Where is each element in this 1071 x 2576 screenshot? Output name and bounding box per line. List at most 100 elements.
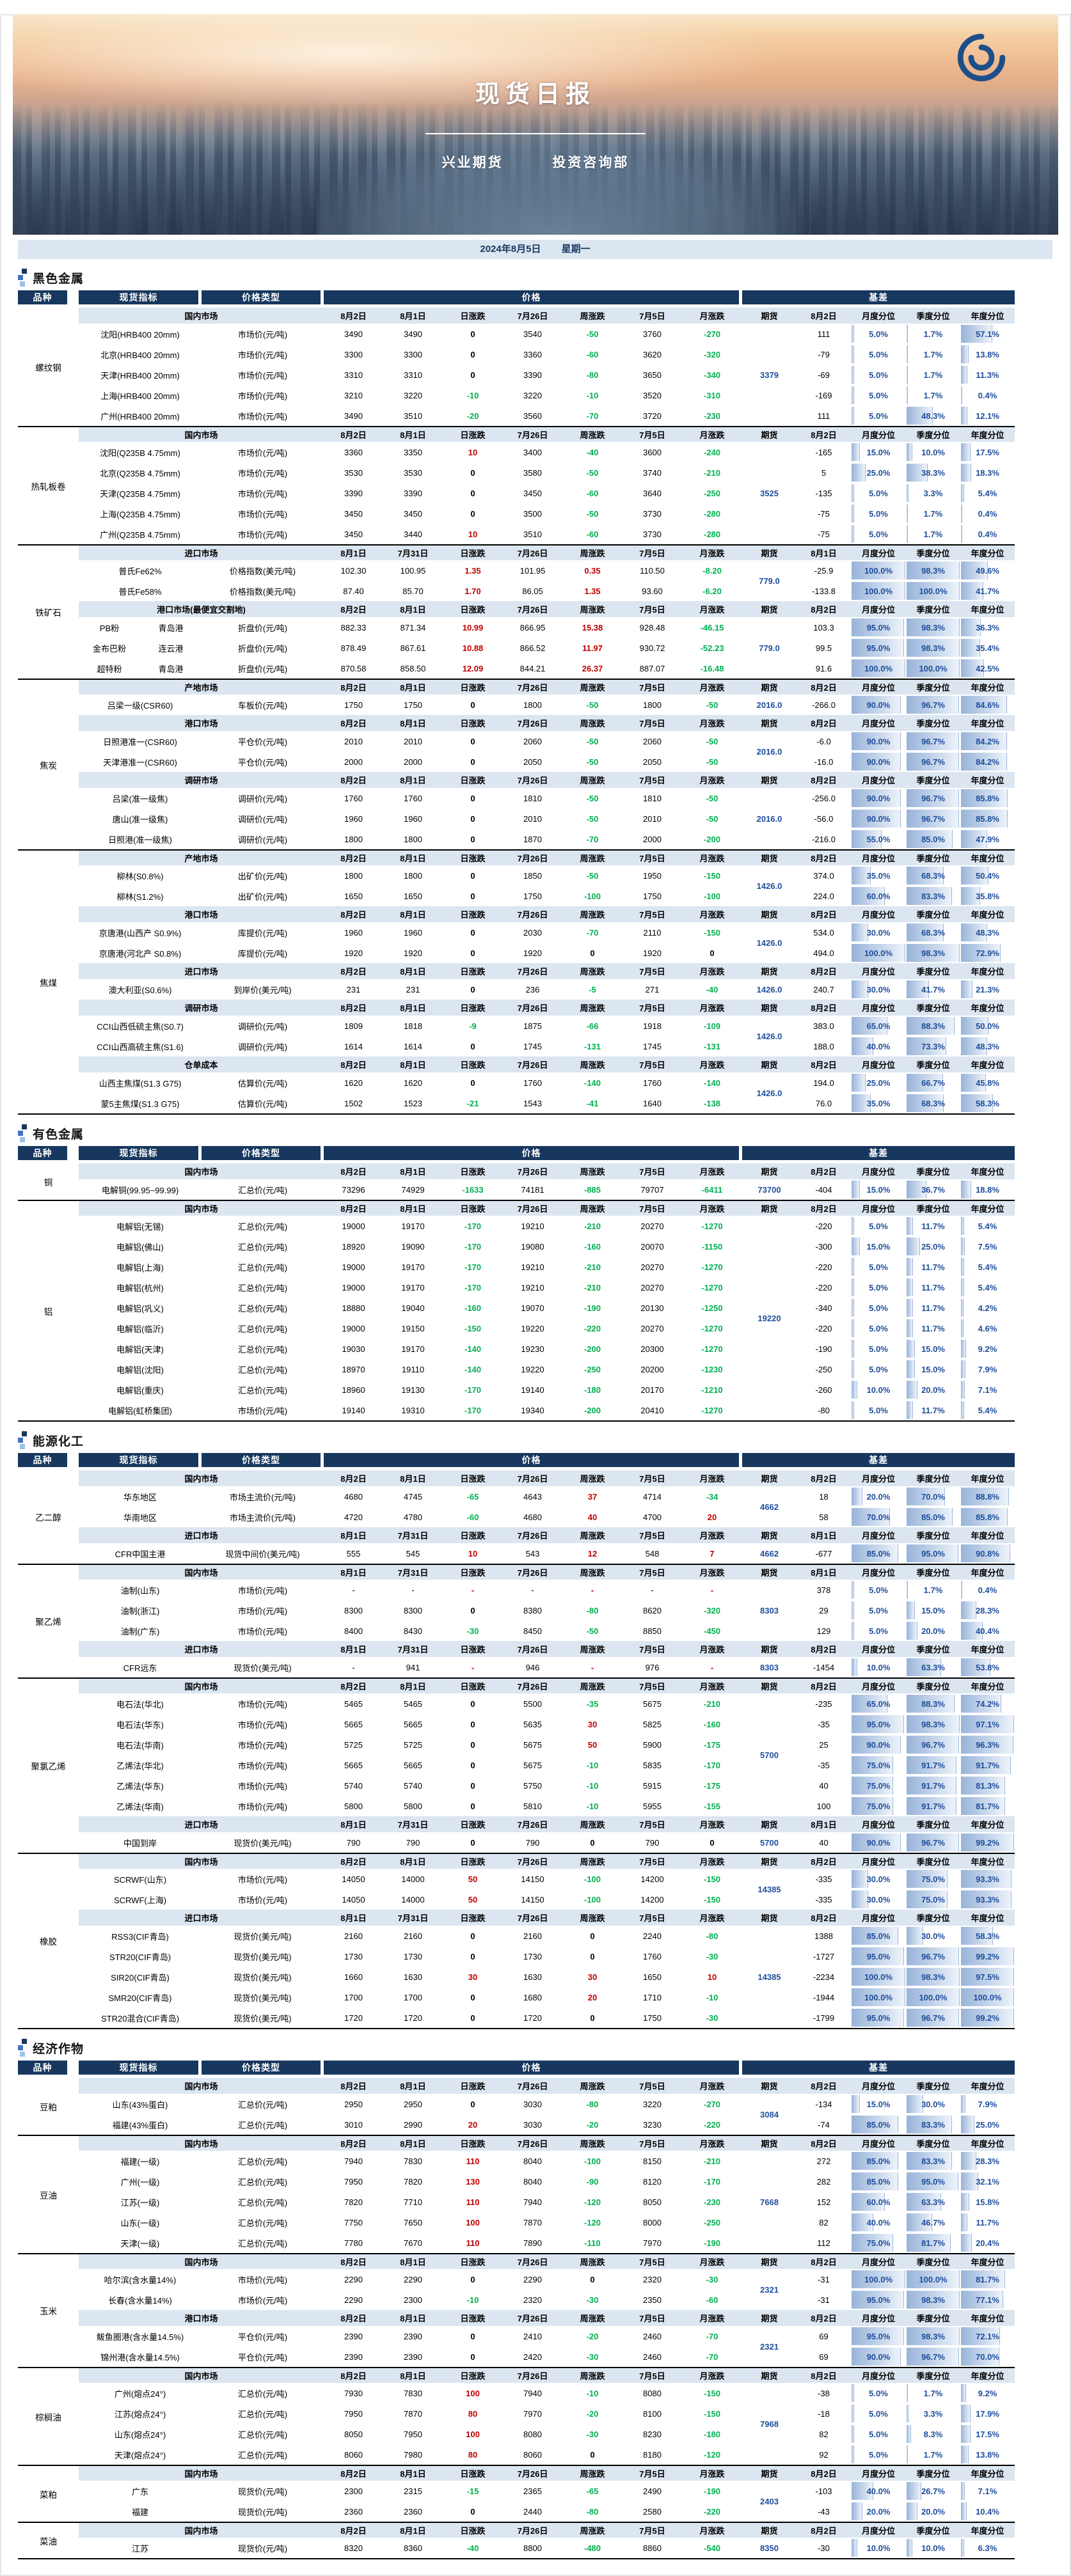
table-row: 电解铝(上海) 汇总价(元/吨) 19000 19170 -170 19210 -210 20… <box>18 1257 1015 1277</box>
table-row: 天津(熔点24°) 汇总价(元/吨) 8060 7980 80 8060 0 8180 -120… <box>18 2444 1015 2465</box>
indicator-cell: STR20(CIF青岛) <box>109 1952 171 1962</box>
percentile-value: 100.0% <box>864 2274 893 2284</box>
change-value: -10 <box>706 1992 718 2002</box>
percentile-cell: 20.0% <box>851 2501 906 2522</box>
price-value: 110.50 <box>640 565 665 576</box>
column-subheader: 8月2日 <box>797 1056 851 1072</box>
indicator-cell: 电解铝(巩义) <box>116 1303 164 1314</box>
price-value: 3490 <box>404 329 422 339</box>
percentile-value: 5.4% <box>978 1405 997 1415</box>
column-subheader: 7月26日 <box>503 1163 562 1179</box>
percentile-value: 5.0% <box>869 2408 888 2419</box>
percentile-cell: 26.7% <box>906 2481 960 2501</box>
percentile-value: 11.7% <box>921 1282 945 1292</box>
section-table: 品种 现货指标 价格类型 价格 基差 乙二醇 国内市场 8月2日 8月1日 日涨跌 7月26日 周涨跌… <box>18 1453 1015 2029</box>
percentile-value: 40.0% <box>866 2217 891 2227</box>
futures-value: 7968 <box>760 2419 779 2429</box>
percentile-bar <box>907 1360 915 1378</box>
table-row: 唐山(准一级焦) 调研价(元/吨) 1960 1960 0 2010 -50 2010 -50-… <box>18 808 1015 829</box>
change-value: -1270 <box>701 1323 723 1333</box>
percentile-value: 5.0% <box>869 1221 888 1231</box>
column-subheader: 月涨跌 <box>682 601 742 617</box>
percentile-bar <box>961 923 988 941</box>
column-subheader: 7月5日 <box>623 1527 682 1543</box>
percentile-cell: 85.0% <box>851 2114 906 2135</box>
table-row: 上海(Q235B 4.75mm) 市场价(元/吨) 3450 3450 0 3500 -50… <box>18 503 1015 524</box>
price-type-cell: 调研价(元/吨) <box>237 1042 288 1052</box>
percentile-bar <box>961 1736 1013 1754</box>
column-subheader: 日涨跌 <box>443 1564 503 1580</box>
price-value: 3400 <box>523 447 542 457</box>
market-label: 进口市场 <box>79 1527 324 1543</box>
price-value: 1750 <box>523 891 542 901</box>
price-value: 1818 <box>404 1021 422 1031</box>
market-subheader-row: 豆粕 国内市场 8月2日 8月1日 日涨跌 7月26日 周涨跌 7月5日 月涨跌 期货 8月2日 月度… <box>18 2078 1015 2135</box>
price-value: 5665 <box>404 1719 422 1729</box>
change-value: 100 <box>466 2217 480 2227</box>
column-subheader: 7月26日 <box>503 849 562 865</box>
price-value: 8060 <box>523 2449 542 2460</box>
column-subheader: 年度分位 <box>960 1853 1015 1869</box>
column-subheader: 7月26日 <box>503 2078 562 2094</box>
percentile-value: 100.0% <box>919 586 948 596</box>
percentile-cell: 68.3% <box>906 1093 960 1113</box>
variety-cell: 热轧板卷 <box>18 426 79 544</box>
column-subheader: 月涨跌 <box>682 1641 742 1657</box>
percentile-bar <box>907 2213 932 2231</box>
market-label: 国内市场 <box>79 2465 324 2481</box>
percentile-value: 15.0% <box>866 447 891 457</box>
percentile-value: 10.0% <box>921 447 945 457</box>
change-value: -160 <box>703 1719 721 1729</box>
price-type-cell: 市场价(元/吨) <box>237 329 288 340</box>
percentile-bar <box>907 582 960 600</box>
change-value: 0 <box>590 1951 595 1961</box>
table-row: 电石法(华北) 市场价(元/吨) 5465 5465 0 5500 -35 5675 -210 5… <box>18 1693 1015 1760</box>
change-value: 10.99 <box>462 622 484 632</box>
column-subheader: 7月26日 <box>503 1641 562 1657</box>
percentile-value: 99.2% <box>976 1951 999 1961</box>
price-value: 2000 <box>344 757 363 767</box>
change-value: 0 <box>470 1740 475 1750</box>
basis-value: -43 <box>818 2506 830 2517</box>
change-value: -50 <box>706 757 718 767</box>
market-label: 调研市场 <box>79 772 324 788</box>
percentile-cell: 98.3% <box>906 638 960 658</box>
basis-value: 99.5 <box>815 643 832 653</box>
price-value: 7830 <box>404 2156 422 2166</box>
percentile-cell: 81.7% <box>960 2269 1015 2289</box>
percentile-bar <box>961 1508 1008 1526</box>
table-row: 福建(43%蛋白) 汇总价(元/吨) 3010 2990 20 3030 -20 3230 -2… <box>18 2114 1015 2135</box>
percentile-value: 8.3% <box>923 2429 943 2439</box>
column-subheader: 日涨跌 <box>443 1677 503 1693</box>
percentile-cell: 48.3% <box>906 405 960 426</box>
price-value: 5465 <box>344 1699 363 1709</box>
price-value: 2350 <box>643 2295 662 2305</box>
percentile-value: 15.0% <box>866 1241 891 1252</box>
change-value: 0.35 <box>584 565 601 576</box>
percentile-cell: 10.0% <box>906 442 960 462</box>
price-value: 790 <box>645 1837 660 1848</box>
column-subheader: 8月2日 <box>797 1200 851 1216</box>
market-subheader-row: 港口市场 8月2日 8月1日 日涨跌 7月26日 周涨跌 7月5日 月涨跌 期货 8月2日 月度分位… <box>18 2310 1015 2326</box>
price-value: 870.58 <box>340 663 367 673</box>
percentile-bar <box>907 732 960 750</box>
indicator-cell: 金布巴粉 连云港 <box>79 638 202 658</box>
percentile-bar <box>852 659 905 677</box>
change-value: -65 <box>466 1491 479 1502</box>
price-value: 887.07 <box>639 663 665 673</box>
market-subheader-row: 棕榈油 国内市场 8月2日 8月1日 日涨跌 7月26日 周涨跌 7月5日 月涨跌 期货 8月2日月… <box>18 2367 1015 2465</box>
percentile-bar <box>961 789 1008 807</box>
percentile-bar <box>907 345 908 363</box>
change-value: 0 <box>470 1837 475 1848</box>
table-row: 沈阳(HRB400 20mm) 市场价(元/吨) 3490 3490 0 3540 -50 3… <box>18 324 1015 380</box>
column-subheader: 8月2日 <box>324 2465 383 2481</box>
basis-value: 112 <box>817 2238 830 2248</box>
column-subheader: 8月2日 <box>797 2078 851 2094</box>
column-subheader: 7月26日 <box>503 2367 562 2383</box>
percentile-cell: 100.0% <box>906 581 960 601</box>
percentile-value: 5.0% <box>869 329 888 339</box>
column-subheader: 8月1日 <box>383 1056 443 1072</box>
market-label: 国内市场 <box>79 2253 324 2269</box>
percentile-cell: 60.0% <box>851 886 906 906</box>
percentile-value: 49.6% <box>976 565 999 576</box>
